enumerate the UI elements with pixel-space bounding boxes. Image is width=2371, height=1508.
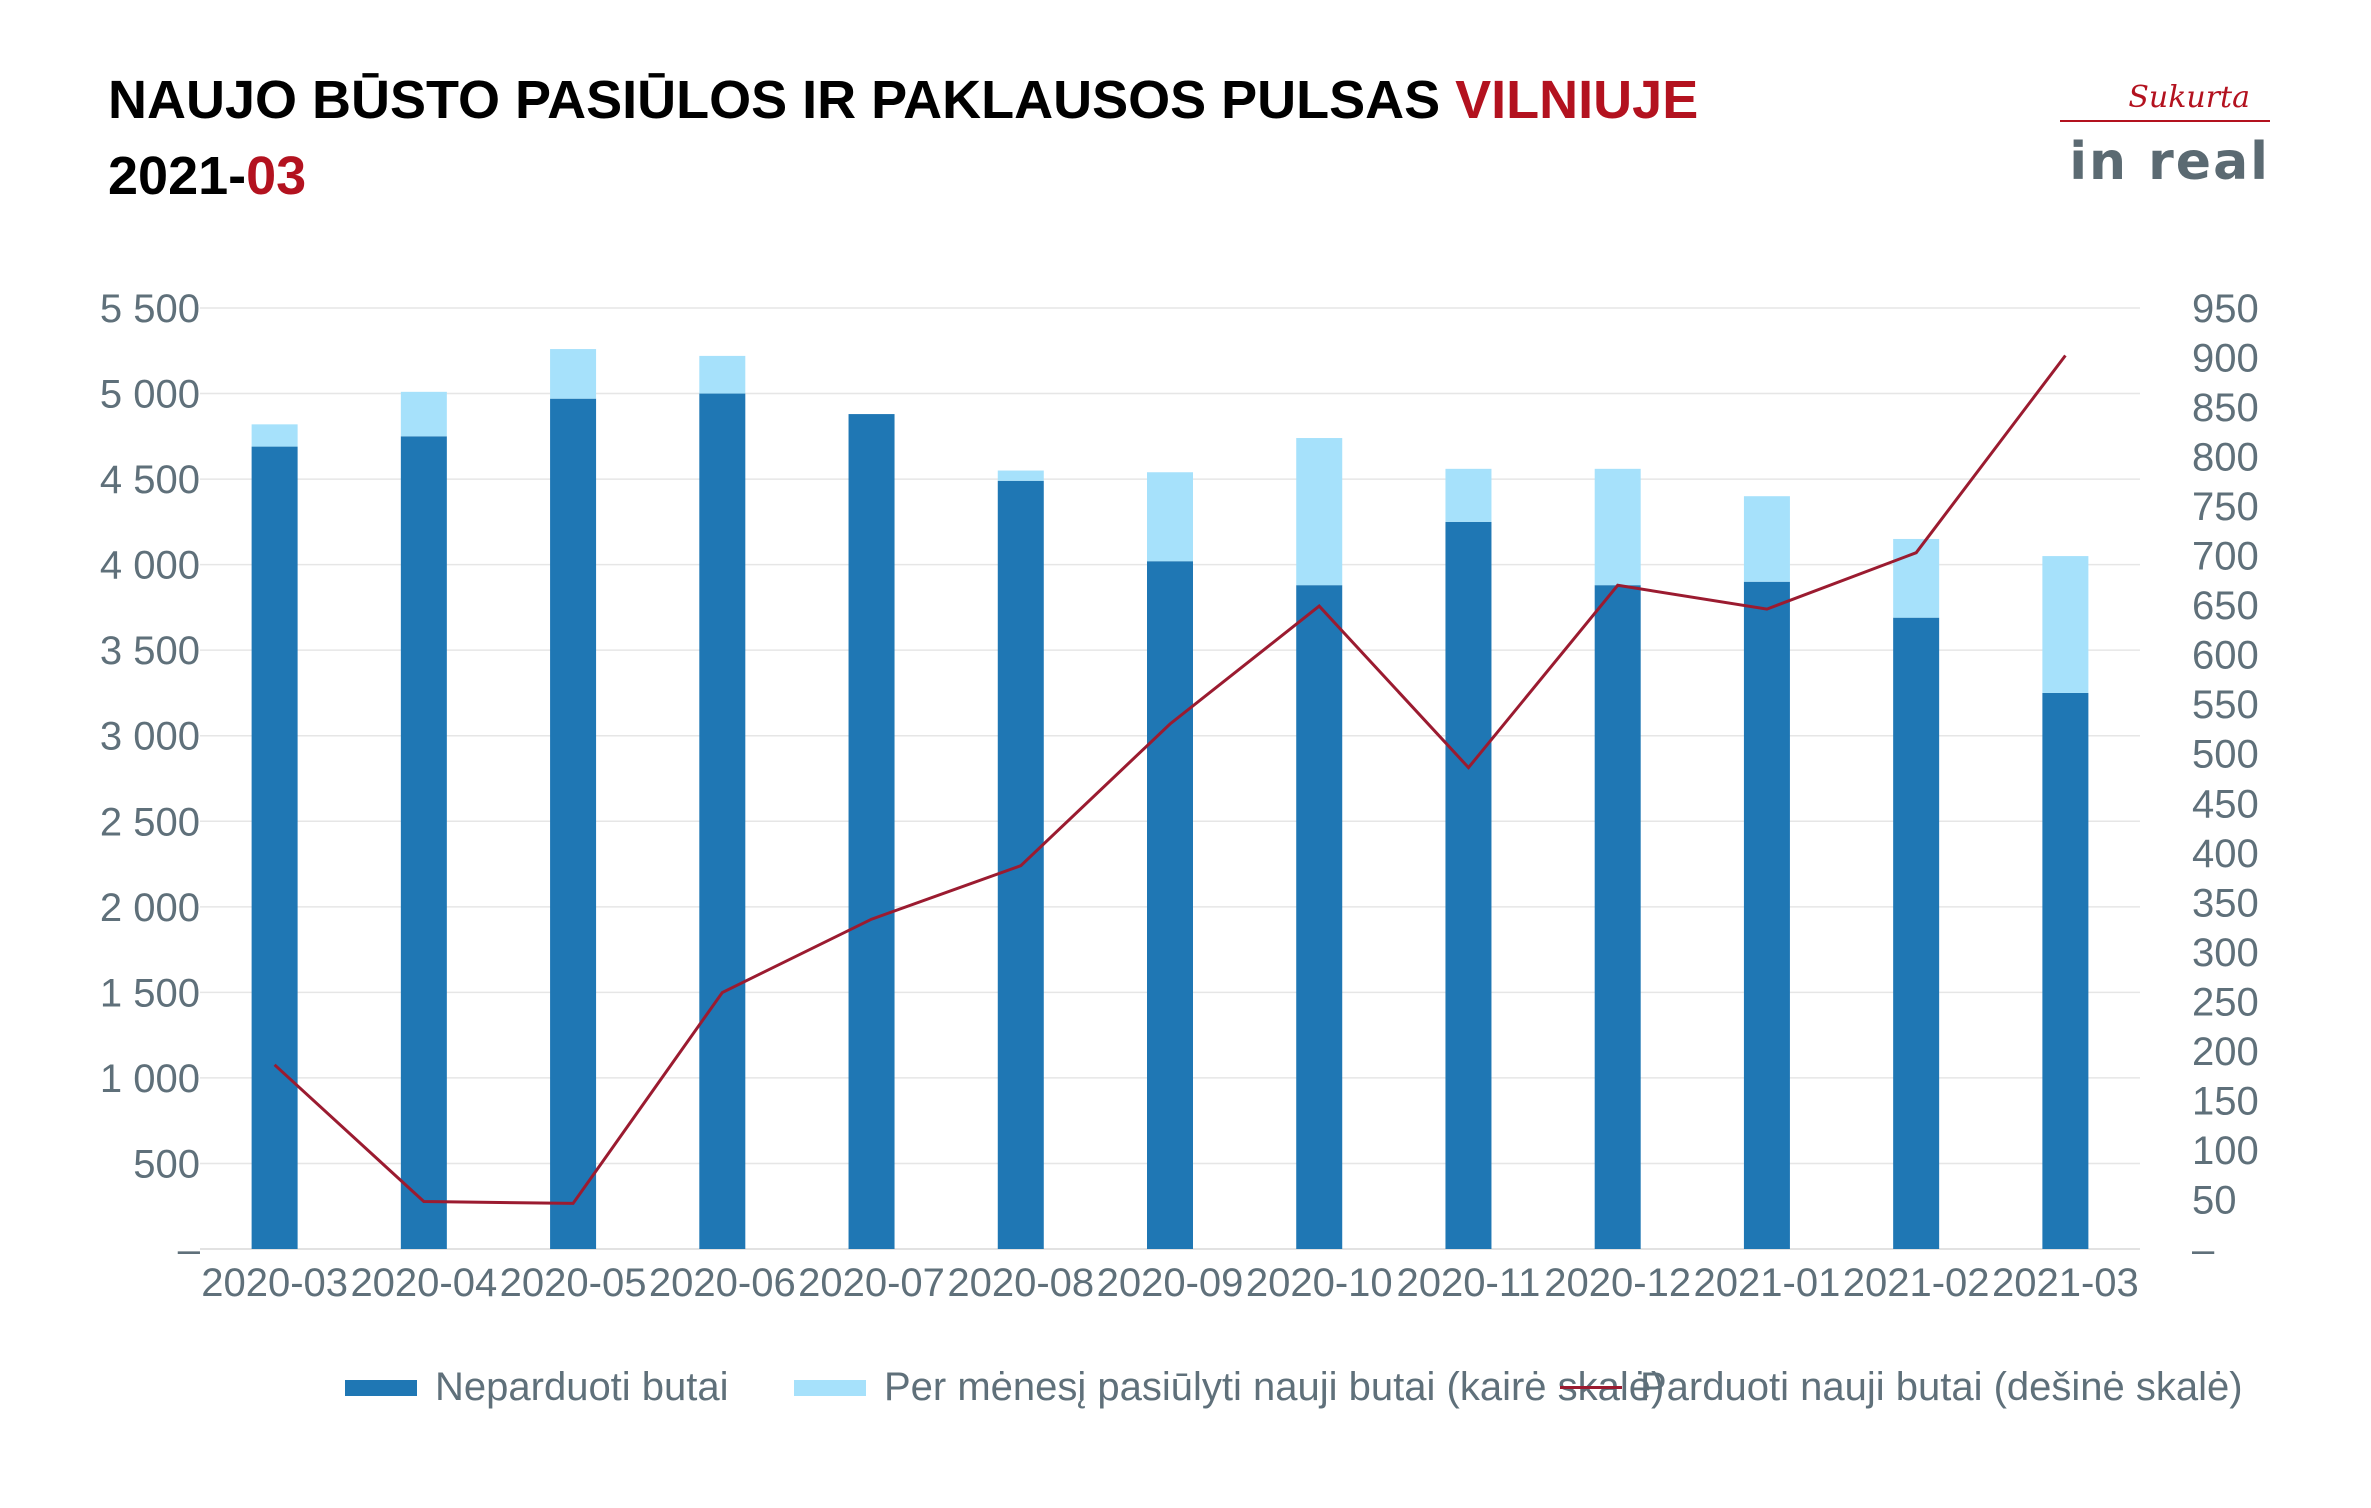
left-tick-label: 3 500 bbox=[100, 629, 200, 673]
x-tick-label: 2021-02 bbox=[1843, 1261, 1990, 1305]
bar-offered bbox=[251, 424, 298, 447]
bar-offered bbox=[1594, 468, 1641, 586]
x-tick-label: 2020-03 bbox=[201, 1261, 348, 1305]
right-tick-label: 900 bbox=[2192, 337, 2259, 381]
legend-item-sold: Parduoti nauji butai (dešinė skalė) bbox=[1560, 1365, 2243, 1410]
bar-offered bbox=[1296, 438, 1343, 586]
legend-item-unsold: Neparduoti butai bbox=[345, 1365, 729, 1410]
bar-unsold bbox=[1296, 585, 1343, 1249]
logo-rule bbox=[2060, 120, 2270, 122]
bar-offered bbox=[550, 349, 597, 399]
bar-offered bbox=[1147, 472, 1193, 562]
right-tick-label: 100 bbox=[2192, 1129, 2259, 1173]
bar-unsold bbox=[1893, 617, 1940, 1249]
bar-unsold bbox=[251, 446, 298, 1250]
left-tick-label: 500 bbox=[133, 1142, 200, 1186]
left-tick-label: 2 000 bbox=[100, 886, 200, 930]
left-tick-label: 4 500 bbox=[100, 458, 200, 502]
title-main: NAUJO BŪSTO PASIŪLOS IR PAKLAUSOS PULSAS bbox=[108, 70, 1456, 130]
bar-unsold bbox=[699, 393, 746, 1250]
left-tick-label: – bbox=[178, 1228, 201, 1272]
x-tick-label: 2020-09 bbox=[1097, 1261, 1244, 1305]
left-tick-label: 5 000 bbox=[100, 373, 200, 417]
bar-offered bbox=[699, 355, 746, 394]
right-tick-label: 550 bbox=[2192, 683, 2259, 727]
legend-swatch-offered bbox=[794, 1379, 866, 1396]
x-tick-label: 2020-11 bbox=[1397, 1261, 1541, 1305]
right-axis-ticks: – 50 100 150 200 250 300 350 400 450 500 550 600 650 7… bbox=[2192, 287, 2259, 1272]
right-tick-label: 700 bbox=[2192, 535, 2259, 579]
logo-brand-text: in real bbox=[2069, 132, 2270, 192]
legend: Neparduoti butai Per mėnesį pasiūlyti na… bbox=[0, 1365, 2371, 1425]
bar-unsold bbox=[550, 398, 597, 1249]
logo-sukurta-text: Sukurta bbox=[2128, 80, 2250, 115]
bar-unsold bbox=[1445, 521, 1492, 1249]
bar-unsold bbox=[848, 414, 895, 1249]
right-tick-label: 300 bbox=[2192, 931, 2259, 975]
legend-label-offered: Per mėnesį pasiūlyti nauji butai (kairė … bbox=[884, 1365, 1665, 1409]
right-tick-label: 250 bbox=[2192, 980, 2259, 1024]
brand-logo: Sukurta in real bbox=[2040, 80, 2270, 200]
sold-line-group bbox=[273, 354, 2067, 1205]
legend-item-offered: Per mėnesį pasiūlyti nauji butai (kairė … bbox=[794, 1365, 1664, 1410]
x-tick-label: 2021-01 bbox=[1694, 1261, 1841, 1305]
left-tick-label: 1 000 bbox=[100, 1057, 200, 1101]
right-tick-label: 850 bbox=[2192, 386, 2259, 430]
right-tick-label: 50 bbox=[2192, 1178, 2237, 1222]
right-tick-label: 750 bbox=[2192, 485, 2259, 529]
x-tick-label: 2020-04 bbox=[350, 1261, 497, 1305]
right-tick-label: 200 bbox=[2192, 1030, 2259, 1074]
bars-group bbox=[251, 349, 2089, 1250]
left-tick-label: 5 500 bbox=[100, 287, 200, 331]
right-tick-label: 150 bbox=[2192, 1079, 2259, 1123]
right-tick-label: – bbox=[2192, 1228, 2215, 1272]
right-tick-label: 650 bbox=[2192, 584, 2259, 628]
x-axis-ticks: 2020-03 2020-04 2020-05 2020-06 2020-07 2020-… bbox=[201, 1261, 2139, 1305]
bar-unsold bbox=[1147, 561, 1193, 1249]
title-period-accent: 03 bbox=[246, 146, 307, 206]
legend-swatch-sold bbox=[1560, 1386, 1622, 1389]
legend-swatch-unsold bbox=[345, 1379, 417, 1396]
left-tick-label: 3 000 bbox=[100, 715, 200, 759]
left-tick-label: 2 500 bbox=[100, 800, 200, 844]
x-tick-label: 2020-08 bbox=[947, 1261, 1094, 1305]
title-period-main: 2021- bbox=[108, 146, 247, 206]
bar-unsold bbox=[1594, 585, 1641, 1249]
x-tick-label: 2021-03 bbox=[1992, 1261, 2139, 1305]
bar-unsold bbox=[2042, 692, 2089, 1249]
title-accent-city: VILNIUJE bbox=[1455, 70, 1699, 130]
right-tick-label: 600 bbox=[2192, 634, 2259, 678]
bar-unsold bbox=[400, 436, 447, 1249]
title-line-1: NAUJO BŪSTO PASIŪLOS IR PAKLAUSOS PULSAS… bbox=[108, 62, 1698, 138]
x-tick-label: 2020-07 bbox=[798, 1261, 945, 1305]
left-tick-label: 1 500 bbox=[100, 971, 200, 1015]
legend-label-sold: Parduoti nauji butai (dešinė skalė) bbox=[1640, 1365, 2243, 1409]
legend-label-unsold: Neparduoti butai bbox=[435, 1365, 729, 1409]
x-tick-label: 2020-05 bbox=[500, 1261, 647, 1305]
bar-unsold bbox=[1743, 581, 1790, 1249]
right-tick-label: 500 bbox=[2192, 733, 2259, 777]
left-axis-ticks: – 500 1 000 1 500 2 000 2 500 3 000 3 500 4 000 4… bbox=[100, 287, 201, 1272]
x-tick-label: 2020-12 bbox=[1544, 1261, 1691, 1305]
left-tick-label: 4 000 bbox=[100, 544, 200, 588]
x-tick-label: 2020-10 bbox=[1246, 1261, 1393, 1305]
bar-offered bbox=[997, 470, 1044, 481]
right-tick-label: 400 bbox=[2192, 832, 2259, 876]
bar-offered bbox=[1445, 468, 1492, 522]
bar-offered bbox=[1743, 496, 1790, 582]
bar-offered bbox=[2042, 556, 2089, 693]
sold-line bbox=[273, 354, 2067, 1205]
right-tick-label: 950 bbox=[2192, 287, 2259, 331]
title-line-2: 2021-03 bbox=[108, 138, 1698, 214]
right-tick-label: 800 bbox=[2192, 436, 2259, 480]
right-tick-label: 350 bbox=[2192, 881, 2259, 925]
x-tick-label: 2020-06 bbox=[649, 1261, 796, 1305]
right-tick-label: 450 bbox=[2192, 782, 2259, 826]
chart-title: NAUJO BŪSTO PASIŪLOS IR PAKLAUSOS PULSAS… bbox=[108, 62, 1698, 214]
bar-offered bbox=[400, 391, 447, 437]
